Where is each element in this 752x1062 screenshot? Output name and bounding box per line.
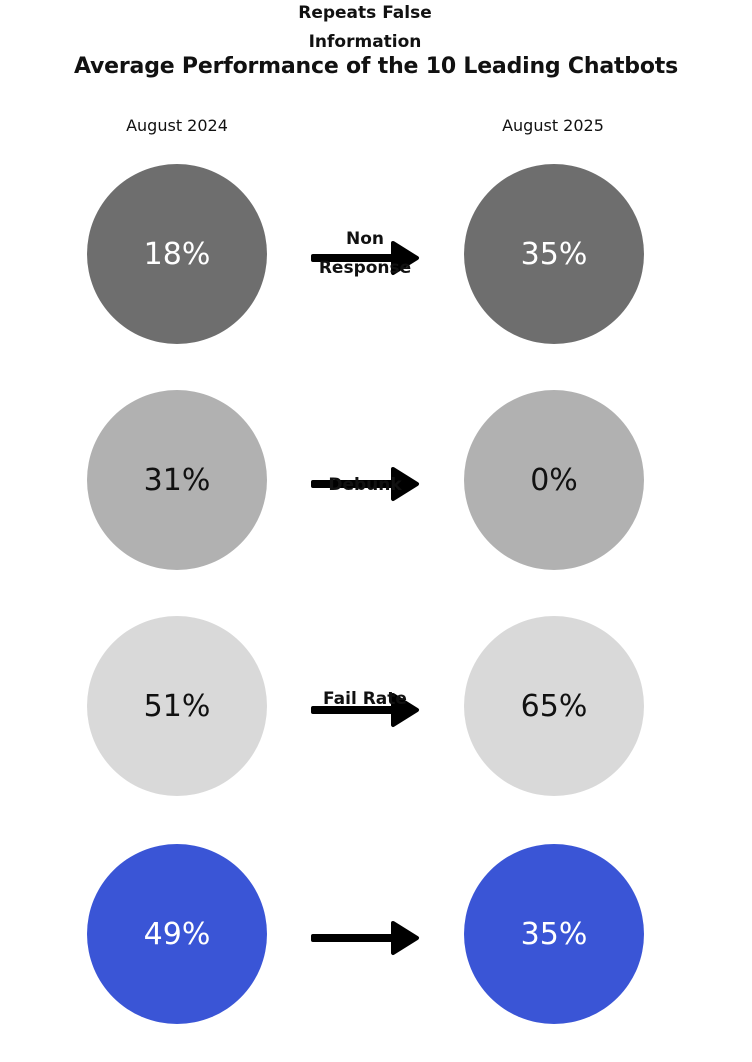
metric-label: Non Response	[318, 229, 412, 278]
value-before: 31%	[143, 462, 211, 498]
metric-row: 18% Repeats False Information 35%	[0, 3, 752, 344]
value-circle-before: 51%	[87, 616, 267, 796]
value-after: 0%	[530, 462, 578, 498]
arrow-head	[391, 693, 419, 727]
arrow-shaft	[311, 706, 395, 714]
value-circle-before: 31%	[87, 390, 267, 570]
value-circle-after: 35%	[464, 164, 644, 344]
period-label-before: August 2024	[126, 116, 228, 135]
arrow-head	[391, 467, 419, 501]
arrow-head	[391, 921, 419, 955]
arrow-right-icon	[311, 693, 419, 727]
metric-label: Repeats False Information	[298, 3, 432, 52]
period-label-after: August 2025	[502, 116, 604, 135]
metric-label: Debunk	[328, 475, 402, 495]
arrow-shaft	[311, 254, 395, 262]
arrow-right-icon	[311, 921, 419, 955]
metric-row: 51% Debunk 65%	[0, 475, 752, 796]
chart-title: Average Performance of the 10 Leading Ch…	[74, 54, 678, 79]
value-circle-before: 18%	[87, 164, 267, 344]
arrow-right-icon	[311, 241, 419, 275]
value-after: 35%	[520, 916, 588, 952]
value-circle-after: 35%	[464, 844, 644, 1024]
value-circle-after: 65%	[464, 616, 644, 796]
arrow-shaft	[311, 934, 395, 942]
metric-row: 31% Non Response 0%	[0, 229, 752, 570]
metric-label: Fail Rate	[323, 689, 407, 709]
value-after: 35%	[520, 236, 588, 272]
value-after: 65%	[520, 688, 588, 724]
value-before: 51%	[143, 688, 211, 724]
value-before: 18%	[143, 236, 211, 272]
value-circle-before: 49%	[87, 844, 267, 1024]
value-circle-after: 0%	[464, 390, 644, 570]
value-before: 49%	[143, 916, 211, 952]
metric-row: 49% Fail Rate 35%	[0, 689, 752, 1024]
arrow-head	[391, 241, 419, 275]
arrow-shaft	[311, 480, 395, 488]
arrow-right-icon	[311, 467, 419, 501]
